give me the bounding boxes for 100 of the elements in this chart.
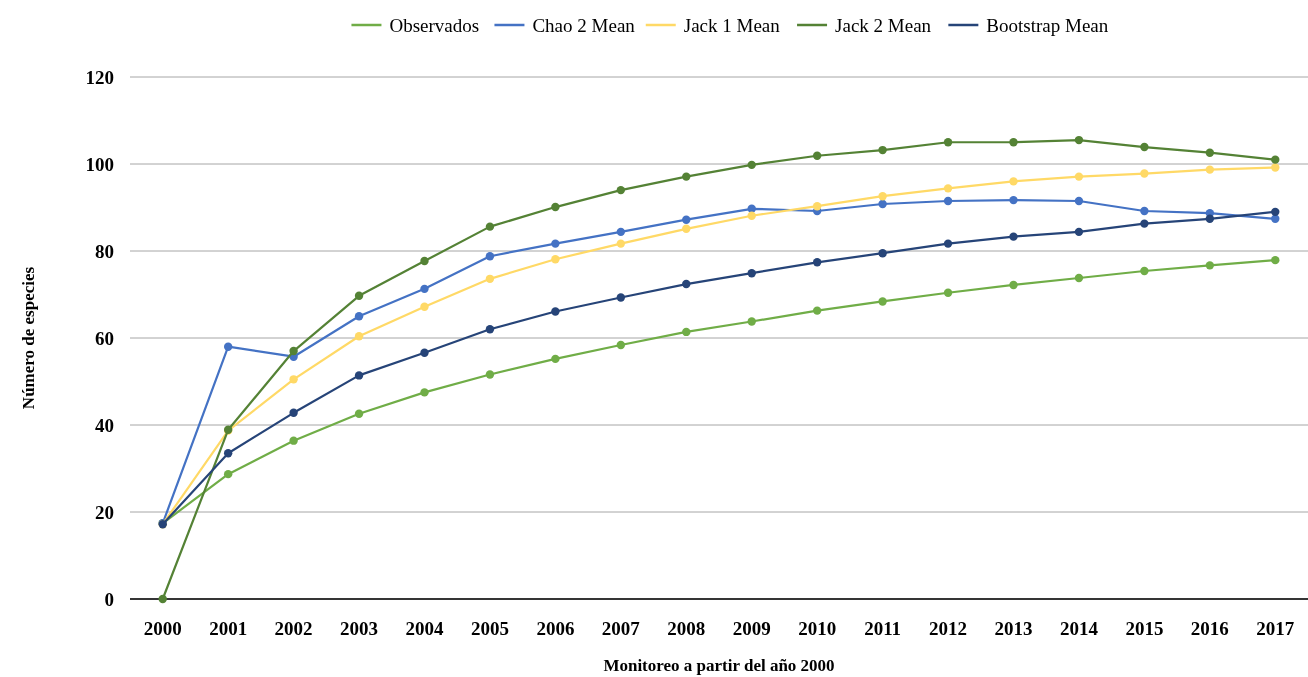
legend-label: Bootstrap Mean xyxy=(986,14,1109,36)
point xyxy=(485,252,495,261)
point xyxy=(1140,206,1149,216)
x-tick-label: 2007 xyxy=(601,618,641,639)
x-tick-label: 2016 xyxy=(1190,618,1229,639)
point xyxy=(682,172,691,181)
x-tick-label: 2013 xyxy=(994,618,1033,639)
point xyxy=(943,196,953,206)
x-tick-label: 2011 xyxy=(864,618,902,639)
point xyxy=(485,370,495,379)
point xyxy=(1205,148,1215,157)
point xyxy=(812,151,822,160)
x-tick-label: 2014 xyxy=(1059,618,1099,639)
point xyxy=(1074,196,1084,206)
x-axis-title: Monitoreo a partir del año 2000 xyxy=(603,656,835,675)
x-tick-label: 2009 xyxy=(732,618,771,639)
x-tick-label: 2003 xyxy=(340,618,379,639)
x-tick-label: 2015 xyxy=(1125,618,1164,639)
y-tick-label: 100 xyxy=(85,153,114,175)
point xyxy=(1009,195,1018,205)
point xyxy=(1074,172,1084,181)
point xyxy=(682,327,691,337)
point xyxy=(1009,280,1018,290)
legend-label: Jack 2 Mean xyxy=(835,14,932,36)
y-tick-label: 0 xyxy=(104,588,114,610)
point xyxy=(485,325,495,334)
point xyxy=(682,215,691,224)
point xyxy=(1074,135,1084,145)
point xyxy=(943,239,953,248)
point xyxy=(1205,165,1215,174)
point xyxy=(1205,214,1215,224)
point xyxy=(943,184,953,193)
point xyxy=(747,160,756,170)
y-tick-label: 80 xyxy=(95,240,114,262)
point xyxy=(289,436,298,445)
x-tick-label: 2017 xyxy=(1256,618,1295,639)
point xyxy=(878,199,887,209)
point xyxy=(1140,142,1149,152)
point xyxy=(812,202,822,211)
legend-label: Chao 2 Mean xyxy=(532,14,636,36)
point xyxy=(1074,227,1084,237)
legend-label: Jack 1 Mean xyxy=(683,14,781,36)
x-tick-label: 2005 xyxy=(470,618,509,639)
point xyxy=(1271,255,1280,265)
point xyxy=(943,138,953,147)
point xyxy=(551,239,560,248)
point xyxy=(878,191,887,201)
y-tick-label: 20 xyxy=(95,501,114,523)
point xyxy=(354,371,364,380)
point xyxy=(1074,273,1084,283)
y-tick-label: 120 xyxy=(85,66,114,88)
point xyxy=(485,274,495,284)
point xyxy=(747,317,756,326)
point xyxy=(551,354,560,364)
y-tick-label: 60 xyxy=(95,327,114,349)
point xyxy=(1009,138,1018,147)
point xyxy=(551,255,560,264)
point xyxy=(616,340,626,350)
point xyxy=(1271,207,1280,217)
x-tick-label: 2004 xyxy=(405,618,444,639)
point xyxy=(943,288,953,297)
x-tick-label: 2001 xyxy=(209,618,248,639)
point xyxy=(616,185,626,195)
point xyxy=(616,239,626,248)
point xyxy=(551,307,560,316)
point xyxy=(551,202,560,212)
point xyxy=(354,332,364,341)
point xyxy=(420,284,429,294)
y-axis-title: Número de especies xyxy=(19,266,38,410)
point xyxy=(289,408,298,418)
point xyxy=(747,204,756,214)
point xyxy=(354,291,364,301)
point xyxy=(1009,232,1018,241)
x-tick-label: 2010 xyxy=(798,618,837,639)
point xyxy=(223,449,233,458)
point xyxy=(1009,177,1018,186)
point xyxy=(1140,219,1149,228)
point xyxy=(682,279,691,289)
point xyxy=(485,222,495,231)
legend-label: Observados xyxy=(389,14,480,36)
point xyxy=(682,224,691,234)
point xyxy=(420,302,429,311)
point xyxy=(158,594,167,604)
point xyxy=(1271,155,1280,164)
point xyxy=(354,409,364,418)
point xyxy=(878,145,887,155)
point xyxy=(420,388,429,397)
x-tick-label: 2006 xyxy=(536,618,575,639)
point xyxy=(812,306,822,315)
point xyxy=(1140,169,1149,178)
x-tick-label: 2002 xyxy=(274,618,313,639)
point xyxy=(1205,261,1215,270)
point xyxy=(878,248,887,258)
point xyxy=(878,297,887,306)
x-tick-label: 2008 xyxy=(667,618,706,639)
point xyxy=(289,375,298,384)
point xyxy=(289,346,298,356)
point xyxy=(223,342,233,351)
y-tick-label: 40 xyxy=(95,414,114,436)
point xyxy=(354,312,364,321)
